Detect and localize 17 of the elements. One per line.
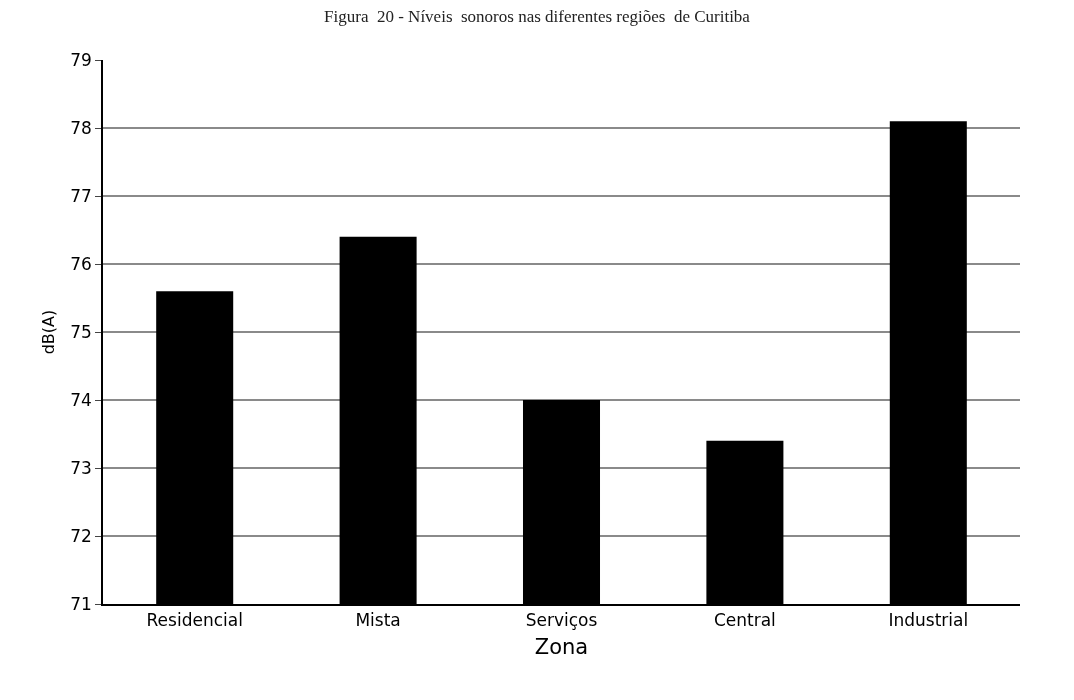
x-tick-label: Industrial <box>888 610 969 631</box>
y-tick-label: 77 <box>70 185 92 206</box>
y-tick-label: 72 <box>70 525 92 546</box>
y-tick-label: 71 <box>70 593 92 614</box>
y-tick-label: 74 <box>70 389 92 410</box>
y-tick-label: 75 <box>70 321 92 342</box>
x-axis-title: Zona <box>534 634 589 659</box>
x-tick-label: Serviços <box>525 610 598 631</box>
x-tick-label: Residencial <box>146 610 243 631</box>
x-tick-label: Central <box>713 610 776 631</box>
y-tick-label: 73 <box>70 457 92 478</box>
chart-title: Figura 20 - Níveis sonoros nas diferentes regiões de Curitiba <box>324 7 751 27</box>
y-tick-label: 78 <box>70 117 92 138</box>
y-tick-label: 76 <box>70 253 92 274</box>
y-axis-title: dB(A) <box>38 309 58 355</box>
x-tick-label: Mista <box>355 610 401 631</box>
y-tick-label: 79 <box>70 49 92 70</box>
